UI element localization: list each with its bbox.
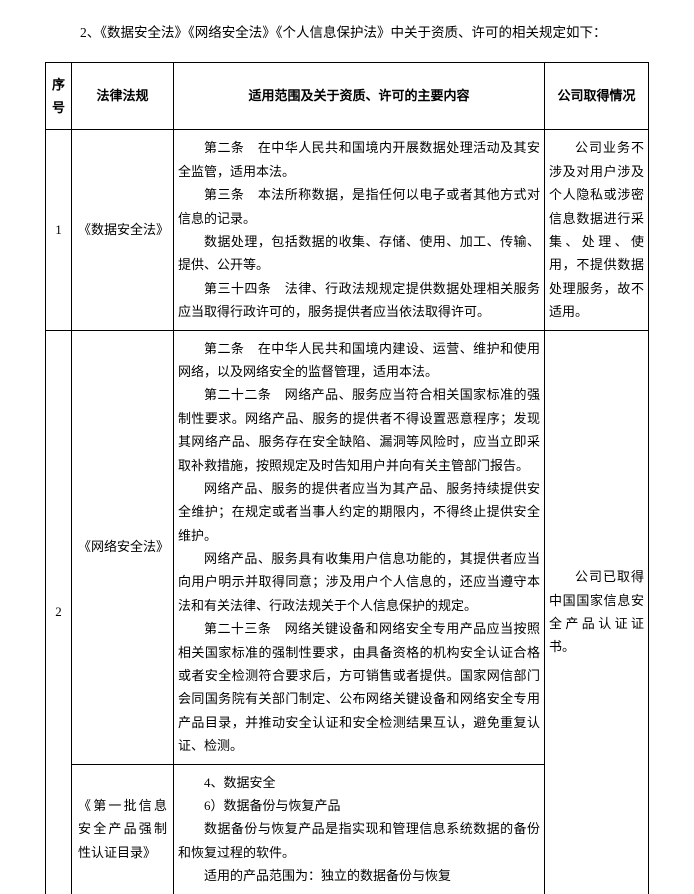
status-para: 公司已取得中国国家信息安全产品认证证书。 xyxy=(549,565,644,659)
cell-content: 第二条 在中华人民共和国境内开展数据处理活动及其安全监管，适用本法。 第三条 本… xyxy=(174,130,545,330)
cell-status: 公司业务不涉及对用户涉及个人隐私或涉密信息数据进行采集、处理、使用，不提供数据处… xyxy=(545,130,649,330)
cell-status: 公司已取得中国国家信息安全产品认证证书。 xyxy=(545,330,649,893)
header-status: 公司取得情况 xyxy=(545,62,649,130)
content-para: 第二条 在中华人民共和国境内开展数据处理活动及其安全监管，适用本法。 xyxy=(178,136,540,183)
regulations-table: 序号 法律法规 适用范围及关于资质、许可的主要内容 公司取得情况 1 《数据安全… xyxy=(45,62,649,894)
content-para: 第二十三条 网络关键设备和网络安全专用产品应当按照相关国家标准的强制性要求，由具… xyxy=(178,617,540,757)
content-para: 网络产品、服务的提供者应当为其产品、服务持续提供安全维护；在规定或者当事人约定的… xyxy=(178,477,540,547)
status-para: 公司业务不涉及对用户涉及个人隐私或涉密信息数据进行采集、处理、使用，不提供数据处… xyxy=(549,136,644,323)
table-header-row: 序号 法律法规 适用范围及关于资质、许可的主要内容 公司取得情况 xyxy=(46,62,649,130)
content-para: 数据处理，包括数据的收集、存储、使用、加工、传输、提供、公开等。 xyxy=(178,230,540,277)
cell-law: 《数据安全法》 xyxy=(72,130,174,330)
header-seq: 序号 xyxy=(46,62,72,130)
content-para: 6）数据备份与恢复产品 xyxy=(178,794,540,817)
cell-content: 第二条 在中华人民共和国境内建设、运营、维护和使用网络，以及网络安全的监督管理，… xyxy=(174,330,545,764)
table-row: 2 《网络安全法》 第二条 在中华人民共和国境内建设、运营、维护和使用网络，以及… xyxy=(46,330,649,764)
header-law: 法律法规 xyxy=(72,62,174,130)
content-para: 第二十二条 网络产品、服务应当符合相关国家标准的强制性要求。网络产品、服务的提供… xyxy=(178,383,540,477)
cell-content: 4、数据安全 6）数据备份与恢复产品 数据备份与恢复产品是指实现和管理信息系统数… xyxy=(174,764,545,893)
cell-seq: 1 xyxy=(46,130,72,330)
content-para: 第二条 在中华人民共和国境内建设、运营、维护和使用网络，以及网络安全的监督管理，… xyxy=(178,337,540,384)
content-para: 网络产品、服务具有收集用户信息功能的，其提供者应当向用户明示并取得同意；涉及用户… xyxy=(178,547,540,617)
cell-seq: 2 xyxy=(46,330,72,893)
header-content: 适用范围及关于资质、许可的主要内容 xyxy=(174,62,545,130)
content-para: 第三十四条 法律、行政法规规定提供数据处理相关服务应当取得行政许可的，服务提供者… xyxy=(178,277,540,324)
cell-law: 《网络安全法》 xyxy=(72,330,174,764)
content-para: 4、数据安全 xyxy=(178,771,540,794)
content-para: 适用的产品范围为：独立的数据备份与恢复 xyxy=(178,864,540,887)
intro-paragraph: 2、《数据安全法》《网络安全法》《个人信息保护法》中关于资质、许可的相关规定如下… xyxy=(45,20,649,46)
cell-law: 《第一批信息安全产品强制性认证目录》 xyxy=(72,764,174,893)
content-para: 数据备份与恢复产品是指实现和管理信息系统数据的备份和恢复过程的软件。 xyxy=(178,817,540,864)
table-row: 1 《数据安全法》 第二条 在中华人民共和国境内开展数据处理活动及其安全监管，适… xyxy=(46,130,649,330)
content-para: 第三条 本法所称数据，是指任何以电子或者其他方式对信息的记录。 xyxy=(178,183,540,230)
